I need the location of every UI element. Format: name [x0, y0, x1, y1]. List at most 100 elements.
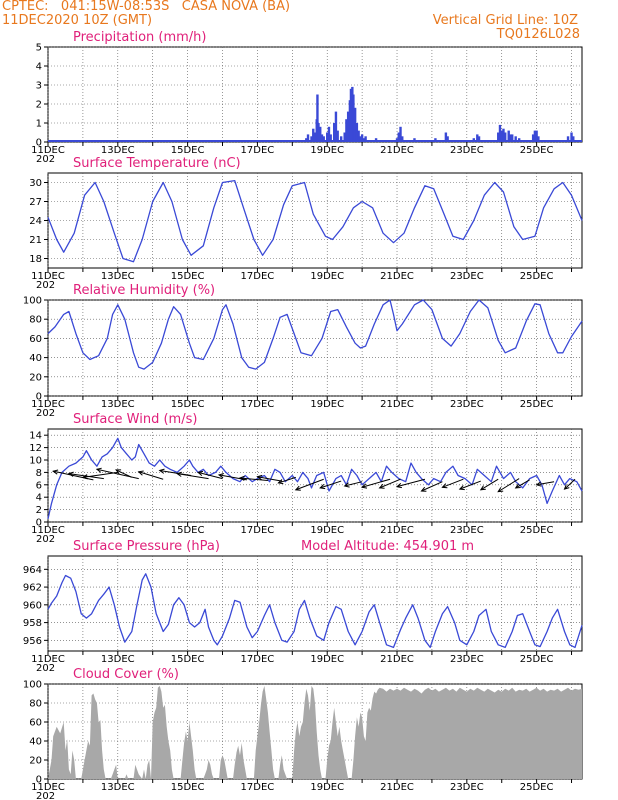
pressure-xtick-label: 21DEC — [380, 654, 414, 665]
precipitation-ytick-label: 4 — [36, 62, 42, 73]
pressure-year-fragment: 202 — [36, 663, 55, 674]
wind-wind-arrowhead — [217, 473, 224, 479]
wind-wind-arrow — [82, 471, 118, 478]
wind-xtick-label: 15DEC — [171, 525, 205, 536]
wind-wind-arrowhead — [420, 486, 427, 492]
precipitation-bar — [360, 134, 364, 142]
humidity-year-fragment: 202 — [36, 408, 55, 419]
temperature-xtick-label: 23DEC — [450, 271, 484, 282]
temperature-title: Surface Temperature (nC) — [73, 156, 241, 171]
precipitation-bar — [316, 94, 319, 142]
precipitation-ytick-label: 3 — [36, 81, 42, 92]
cloud-cover-xtick-label: 15DEC — [171, 782, 205, 793]
precipitation-bar — [509, 134, 512, 142]
wind-title: Surface Wind (m/s) — [73, 412, 197, 427]
humidity-title: Relative Humidity (%) — [73, 283, 215, 298]
wind-wind-arrow — [320, 480, 342, 489]
wind-ytick-label: 14 — [29, 431, 42, 442]
wind-wind-arrow — [68, 473, 104, 480]
wind-ytick-label: 0 — [36, 518, 42, 529]
wind-wind-arrow — [459, 480, 481, 490]
wind-wind-arrowhead — [343, 482, 350, 488]
precipitation-bar — [353, 107, 357, 142]
wind-wind-arrow — [497, 478, 520, 493]
precipitation-bar — [572, 136, 575, 142]
precipitation-bar — [339, 136, 343, 142]
precipitation-bar — [343, 132, 346, 142]
wind-wind-arrowhead — [563, 484, 570, 490]
precipitation-bar — [306, 134, 310, 142]
temperature-xtick-label: 15DEC — [171, 271, 205, 282]
wind-xtick-label: 25DEC — [520, 525, 554, 536]
precipitation-bar — [364, 136, 367, 142]
pressure-frame — [47, 555, 583, 652]
precipitation-year-fragment: 202 — [36, 154, 55, 165]
precipitation-bar — [357, 130, 360, 142]
wind-wind-arrowhead — [294, 485, 301, 491]
cloud-cover-ytick-label: 20 — [29, 756, 42, 767]
temperature-xtick-label: 19DEC — [310, 271, 344, 282]
pressure-ytick-label: 962 — [23, 583, 42, 594]
precipitation-bar — [310, 136, 313, 142]
precipitation-bar — [497, 132, 500, 142]
precipitation-bar — [352, 94, 355, 142]
temperature-xtick-label: 11DEC — [31, 271, 65, 282]
wind-wind-arrowhead — [115, 469, 122, 475]
wind-wind-arrowhead — [137, 470, 144, 476]
wind-wind-arrowhead — [319, 484, 326, 490]
precipitation-bar — [322, 136, 325, 142]
pressure-ytick-label: 958 — [23, 618, 42, 629]
wind-wind-arrowhead — [378, 483, 385, 489]
wind-wind-arrowhead — [458, 485, 465, 491]
precipitation-bar — [531, 134, 535, 142]
humidity-ytick-label: 100 — [23, 296, 42, 307]
humidity-series-line — [47, 299, 583, 370]
cloud-cover-ytick-label: 40 — [29, 737, 42, 748]
temperature-ytick-label: 30 — [29, 178, 42, 189]
precipitation-ytick-label: 0 — [36, 138, 42, 149]
precipitation-bar — [332, 123, 336, 142]
precipitation-bar — [476, 134, 479, 142]
temperature-xtick-label: 21DEC — [380, 271, 414, 282]
pressure-ytick-label: 964 — [23, 565, 42, 576]
wind-wind-arrow — [564, 478, 576, 490]
wind-wind-arrow — [295, 478, 324, 491]
wind-wind-arrow — [396, 478, 426, 488]
wind-ytick-label: 12 — [29, 443, 42, 454]
precipitation-bar — [535, 130, 538, 142]
wind-wind-arrowhead — [441, 483, 448, 489]
wind-wind-arrowhead — [256, 474, 263, 481]
header-code: TQ0126L028 — [496, 27, 580, 42]
pressure-xtick-label: 25DEC — [520, 654, 554, 665]
precipitation-xtick-label: 15DEC — [171, 145, 205, 156]
temperature-series-line — [47, 179, 583, 263]
wind-xtick-label: 23DEC — [450, 525, 484, 536]
humidity-ytick-label: 80 — [29, 315, 42, 326]
wind-wind-arrowhead — [277, 479, 284, 485]
wind-wind-arrow — [197, 471, 223, 480]
precipitation-xtick-label: 25DEC — [520, 145, 554, 156]
cloud-cover-xtick-label: 13DEC — [101, 782, 135, 793]
wind-wind-arrow — [138, 471, 164, 480]
humidity-xtick-label: 25DEC — [520, 399, 554, 410]
wind-wind-arrowhead — [361, 483, 368, 489]
wind-wind-arrow — [239, 477, 268, 481]
precipitation-bar — [336, 130, 339, 142]
cloud-cover-xtick-label: 19DEC — [310, 782, 344, 793]
precipitation-bar — [504, 132, 507, 142]
wind-wind-arrowhead — [497, 487, 504, 493]
pressure-xtick-label: 19DEC — [310, 654, 344, 665]
precipitation-bar — [500, 130, 503, 142]
cloud-cover-xtick-label: 11DEC — [31, 782, 65, 793]
temperature-year-fragment: 202 — [36, 280, 55, 291]
precipitation-ytick-label: 5 — [36, 43, 42, 54]
wind-wind-arrowhead — [395, 483, 402, 489]
pressure-annotation: Model Altitude: 454.901 m — [301, 539, 474, 554]
wind-wind-arrow — [536, 481, 555, 486]
cloud-cover-ytick-label: 80 — [29, 699, 42, 710]
humidity-ytick-label: 20 — [29, 372, 42, 383]
precipitation-bar — [502, 128, 505, 142]
cloud-cover-xtick-label: 25DEC — [520, 782, 554, 793]
precipitation-frame — [47, 46, 583, 143]
